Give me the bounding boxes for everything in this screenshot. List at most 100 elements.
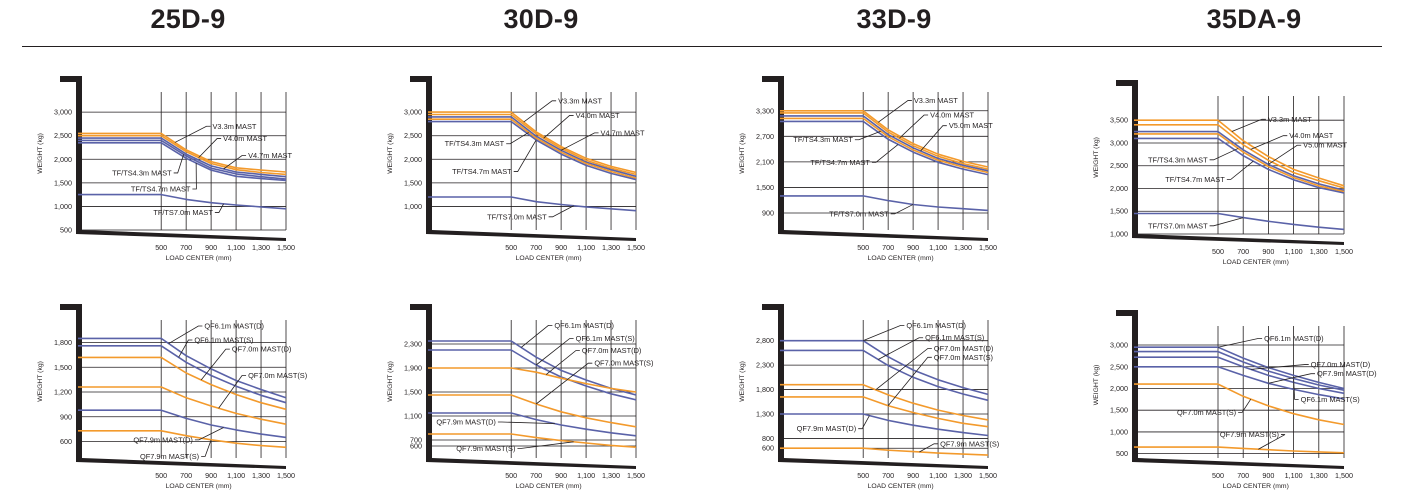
chart-35da-9-qf: 500 1,000 1,500 2,000 2,500 3,000 500 700 900 1,1…: [1093, 310, 1377, 490]
callout-label: QF7.0m MAST(D): [582, 346, 642, 355]
callout-leader: [201, 439, 212, 457]
y-tick-label: 1,500: [404, 388, 422, 397]
callouts: QF6.1m MAST(D)QF6.1m MAST(S)QF7.0m MAST(…: [797, 321, 999, 453]
y-tick-label: 3,300: [756, 106, 774, 115]
callout-label: QF7.9m MAST(D): [133, 435, 193, 444]
x-axis-title: LOAD CENTER (mm): [516, 483, 582, 490]
x-tick-labels: 500 700 900 1,100 1,300 1,500: [155, 471, 295, 480]
callout-label: V3.3m MAST: [212, 122, 256, 131]
series-line-qf7-9m-mast-d: [428, 412, 637, 437]
callout-label: QF7.9m MAST(S): [456, 444, 515, 453]
series-line-v4-0m-mast: [780, 112, 989, 170]
callout-leader: [1258, 434, 1286, 450]
callout-label: V3.3m MAST: [914, 96, 958, 105]
callout-label: TF/TS4.7m MAST: [131, 184, 191, 193]
series-line-tf-ts4-7m-mast: [428, 120, 637, 181]
y-tick-label: 2,100: [756, 157, 774, 166]
x-tick-label: 1,100: [1285, 247, 1303, 256]
callout-leader: [545, 350, 580, 375]
series-line-tf-ts4-3m-mast: [780, 117, 989, 174]
series-line-qf7-0m-mast-d: [780, 383, 989, 421]
y-axis-title: WEIGHT (kg): [1093, 365, 1100, 406]
callout-leader: [223, 155, 247, 170]
series-line-v4-0m-mast: [1134, 123, 1345, 189]
callout-leader: [178, 339, 193, 358]
model-heading-35da-9: 35DA-9: [1206, 4, 1302, 34]
callout-leader: [1226, 160, 1254, 180]
callout-label: V3.3m MAST: [558, 96, 602, 105]
x-tick-label: 1,500: [1335, 471, 1353, 480]
y-tick-labels: 500 1,000 1,500 2,000 2,500 3,000: [1110, 341, 1128, 459]
callout-label: TF/TS4.3m MAST: [112, 168, 172, 177]
callout-leader: [1293, 378, 1299, 400]
series-line-qf7-9m-mast-s: [428, 433, 637, 448]
chart-30d-9-mast: 1,000 1,500 2,000 2,500 3,000 500 700 900 1,100 1…: [387, 76, 645, 262]
y-tick-labels: 600 900 1,200 1,500 1,800: [54, 338, 72, 446]
callout-leader: [173, 154, 185, 174]
callout-label: TF/TS4.7m MAST: [452, 167, 512, 176]
callout-leader: [899, 114, 929, 139]
y-tick-label: 1,500: [54, 363, 72, 372]
callout-label: V4.7m MAST: [601, 128, 645, 137]
series-line-qf7-0m-mast-d: [428, 367, 637, 393]
callout-label: TF/TS4.3m MAST: [793, 135, 853, 144]
x-tick-labels: 500 700 900 1,100 1,300 1,500: [505, 243, 645, 252]
x-axis-title: LOAD CENTER (mm): [516, 255, 582, 262]
callout-label: TF/TS4.3m MAST: [445, 139, 505, 148]
x-tick-labels: 500 700 900 1,100 1,300 1,500: [857, 243, 997, 252]
series-line-qf7-9m-mast-d: [780, 413, 989, 437]
series-line-qf7-9m-mast-d: [1134, 366, 1345, 400]
x-tick-label: 500: [1212, 471, 1224, 480]
callout-leader: [890, 204, 914, 215]
callout-label: QF7.0m MAST(D): [232, 345, 292, 354]
x-tick-label: 700: [882, 243, 894, 252]
callout-leader: [1238, 398, 1252, 413]
model-heading-33d-9: 33D-9: [856, 4, 932, 34]
callout-leader: [214, 203, 224, 213]
x-tick-label: 1,300: [954, 243, 972, 252]
y-tick-label: 500: [1116, 449, 1128, 458]
x-tick-label: 1,500: [277, 243, 295, 252]
series-line-qf6-1m-mast-d: [780, 339, 989, 396]
series-line-v3-3m-mast: [78, 132, 287, 173]
y-tick-label: 600: [410, 442, 422, 451]
series-line-qf7-0m-mast-s: [428, 394, 637, 428]
callout-leader: [1268, 373, 1316, 384]
x-tick-labels: 500 700 900 1,100 1,300 1,500: [505, 471, 645, 480]
callout-label: QF6.1m MAST(S): [1301, 395, 1360, 404]
callout-label: TF/TS7.0m MAST: [153, 208, 213, 217]
callout-label: QF7.0m MAST(D): [1311, 360, 1371, 369]
callouts: QF6.1m MAST(D)QF6.1m MAST(S)QF7.0m MAST(…: [133, 322, 307, 461]
callout-label: V4.7m MAST: [248, 151, 292, 160]
callout-leader: [194, 427, 224, 441]
x-tick-label: 500: [505, 471, 517, 480]
callout-leader: [168, 325, 203, 344]
x-axis-title: LOAD CENTER (mm): [868, 255, 934, 262]
x-axis-title: LOAD CENTER (mm): [1223, 483, 1289, 490]
y-tick-label: 1,100: [404, 412, 422, 421]
y-tick-label: 2,500: [1110, 161, 1128, 170]
x-tick-label: 700: [530, 243, 542, 252]
model-heading-30d-9: 30D-9: [503, 4, 579, 34]
y-tick-label: 3,000: [54, 108, 72, 117]
callout-leader: [858, 415, 870, 430]
y-tick-label: 900: [60, 412, 72, 421]
callout-label: QF7.9m MAST(S): [140, 452, 199, 461]
x-tick-label: 900: [1262, 471, 1274, 480]
y-tick-label: 2,300: [756, 361, 774, 370]
callout-label: V4.0m MAST: [1289, 131, 1333, 140]
callout-leader: [1231, 118, 1266, 132]
callout-label: QF7.0m MAST(S): [1177, 408, 1236, 417]
x-tick-label: 1,300: [1310, 471, 1328, 480]
callouts: QF6.1m MAST(D)QF7.0m MAST(D)QF7.9m MAST(…: [1177, 334, 1377, 450]
series-line-qf7-9m-mast-s: [78, 430, 287, 449]
callout-leader: [1209, 148, 1239, 161]
callout-label: QF6.1m MAST(D): [1264, 334, 1324, 343]
callout-leader: [887, 356, 932, 406]
y-tick-label: 700: [410, 436, 422, 445]
callout-leader: [877, 337, 924, 360]
